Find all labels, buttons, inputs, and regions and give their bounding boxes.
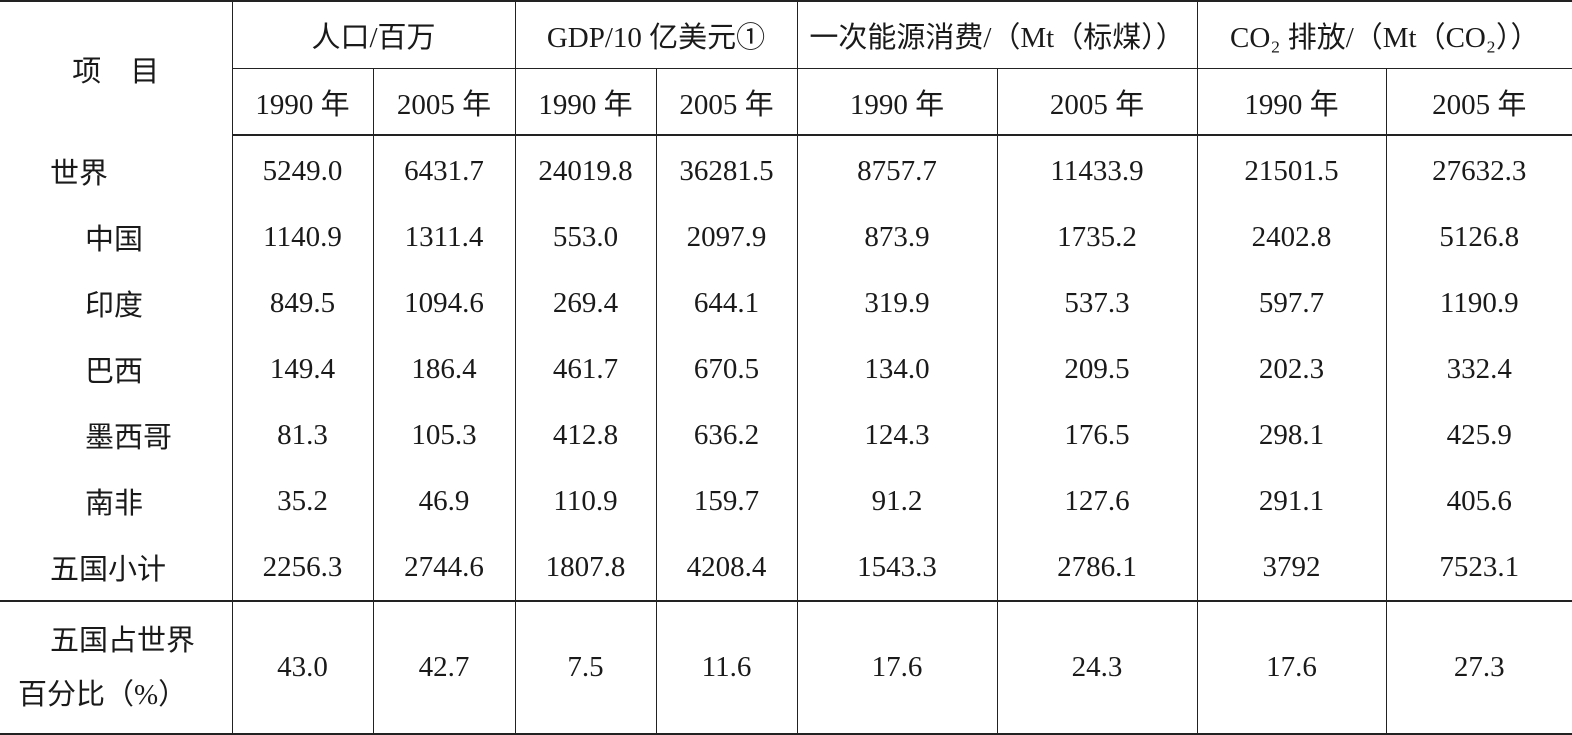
cell: 425.9 [1385, 402, 1572, 468]
cell: 1190.9 [1385, 270, 1572, 336]
group-header: GDP/10 亿美元① [514, 0, 798, 69]
row-label: 印度 [0, 270, 233, 336]
data-row: 南非 35.2 46.9 110.9 159.7 91.2 127.6 291.1 405.6 [0, 468, 1572, 534]
cell: 291.1 [1196, 468, 1387, 534]
row-label: 南非 [0, 468, 233, 534]
cell: 1311.4 [372, 204, 516, 270]
row-label: 五国小计 [0, 534, 233, 601]
row-label: 墨西哥 [0, 402, 233, 468]
row-label: 五国占世界百分比（%） [0, 600, 233, 735]
year-header: 1990 年 [231, 68, 374, 136]
data-row: 巴西 149.4 186.4 461.7 670.5 134.0 209.5 202.3 332… [0, 336, 1572, 402]
cell: 6431.7 [372, 135, 516, 204]
cell: 4208.4 [655, 534, 798, 601]
cell: 2402.8 [1196, 204, 1387, 270]
year-header: 1990 年 [514, 68, 657, 136]
cell: 553.0 [514, 204, 657, 270]
cell: 105.3 [372, 402, 516, 468]
cell: 91.2 [796, 468, 998, 534]
cell: 202.3 [1196, 336, 1387, 402]
cell: 176.5 [996, 402, 1198, 468]
cell: 2256.3 [231, 534, 374, 601]
cell: 124.3 [796, 402, 998, 468]
cell: 17.6 [1196, 600, 1387, 735]
row-label: 世界 [0, 135, 233, 204]
cell: 332.4 [1385, 336, 1572, 402]
group-header: CO₂ 排放/（Mt（CO₂）） [1196, 0, 1572, 69]
row-label: 巴西 [0, 336, 233, 402]
data-row: 印度 849.5 1094.6 269.4 644.1 319.9 537.3 597.7 11… [0, 270, 1572, 336]
cell: 1094.6 [372, 270, 516, 336]
cell: 269.4 [514, 270, 657, 336]
cell: 24.3 [996, 600, 1198, 735]
data-row: 中国 1140.9 1311.4 553.0 2097.9 873.9 1735.2 2402… [0, 204, 1572, 270]
cell: 36281.5 [655, 135, 798, 204]
row-label: 中国 [0, 204, 233, 270]
cell: 134.0 [796, 336, 998, 402]
cell: 7523.1 [1385, 534, 1572, 601]
cell: 319.9 [796, 270, 998, 336]
cell: 209.5 [996, 336, 1198, 402]
cell: 17.6 [796, 600, 998, 735]
cell: 110.9 [514, 468, 657, 534]
cell: 43.0 [231, 600, 374, 735]
cell: 537.3 [996, 270, 1198, 336]
data-row: 世界 5249.0 6431.7 24019.8 36281.5 8757.7 11433.… [0, 135, 1572, 204]
cell: 81.3 [231, 402, 374, 468]
cell: 644.1 [655, 270, 798, 336]
cell: 11433.9 [996, 135, 1198, 204]
group-header: 一次能源消费/（Mt（标煤）） [796, 0, 1198, 69]
cell: 873.9 [796, 204, 998, 270]
cell: 21501.5 [1196, 135, 1387, 204]
header-row: 项 目人口/百万 GDP/10 亿美元① 一次能源消费/（Mt（标煤）） CO₂ 排放… [0, 0, 1572, 135]
cell: 24019.8 [514, 135, 657, 204]
year-header: 2005 年 [372, 68, 516, 136]
footer-row: 五国占世界 百分比（%） 43.0 42.7 7.5 11.6 17.6 24.3 17.6 27… [0, 600, 1572, 735]
year-header: 2005 年 [996, 68, 1198, 136]
cell: 461.7 [514, 336, 657, 402]
cell: 849.5 [231, 270, 374, 336]
data-row: 墨西哥 81.3 105.3 412.8 636.2 124.3 176.5 298.1 425… [0, 402, 1572, 468]
cell: 2786.1 [996, 534, 1198, 601]
label-line: 百分比（%） [18, 678, 188, 711]
cell: 159.7 [655, 468, 798, 534]
cell: 149.4 [231, 336, 374, 402]
cell: 127.6 [996, 468, 1198, 534]
item-header: 项 目 [0, 0, 233, 135]
cell: 597.7 [1196, 270, 1387, 336]
cell: 5126.8 [1385, 204, 1572, 270]
cell: 1543.3 [796, 534, 998, 601]
cell: 42.7 [372, 600, 516, 735]
cell: 405.6 [1385, 468, 1572, 534]
cell: 670.5 [655, 336, 798, 402]
cell: 35.2 [231, 468, 374, 534]
cell: 2744.6 [372, 534, 516, 601]
year-header: 2005 年 [655, 68, 798, 136]
data-row: 五国小计 2256.3 2744.6 1807.8 4208.4 1543.3 2786.1… [0, 534, 1572, 601]
cell: 636.2 [655, 402, 798, 468]
cell: 7.5 [514, 600, 657, 735]
year-header: 1990 年 [796, 68, 998, 136]
header-row: 1990 年 2005 年 1990 年 2005 年 1990 年 2005 年 1990… [0, 68, 1572, 136]
cell: 3792 [1196, 534, 1387, 601]
cell: 186.4 [372, 336, 516, 402]
group-header: 人口/百万 [231, 0, 516, 69]
cell: 2097.9 [655, 204, 798, 270]
cell: 1735.2 [996, 204, 1198, 270]
label-line: 五国占世界 [50, 624, 196, 657]
year-header: 1990 年 [1196, 68, 1387, 136]
cell: 1140.9 [231, 204, 374, 270]
cell: 298.1 [1196, 402, 1387, 468]
cell: 1807.8 [514, 534, 657, 601]
cell: 27.3 [1385, 600, 1572, 735]
cell: 27632.3 [1385, 135, 1572, 204]
cell: 8757.7 [796, 135, 998, 204]
cell: 46.9 [372, 468, 516, 534]
cell: 11.6 [655, 600, 798, 735]
cell: 5249.0 [231, 135, 374, 204]
cell: 412.8 [514, 402, 657, 468]
year-header: 2005 年 [1385, 68, 1572, 136]
